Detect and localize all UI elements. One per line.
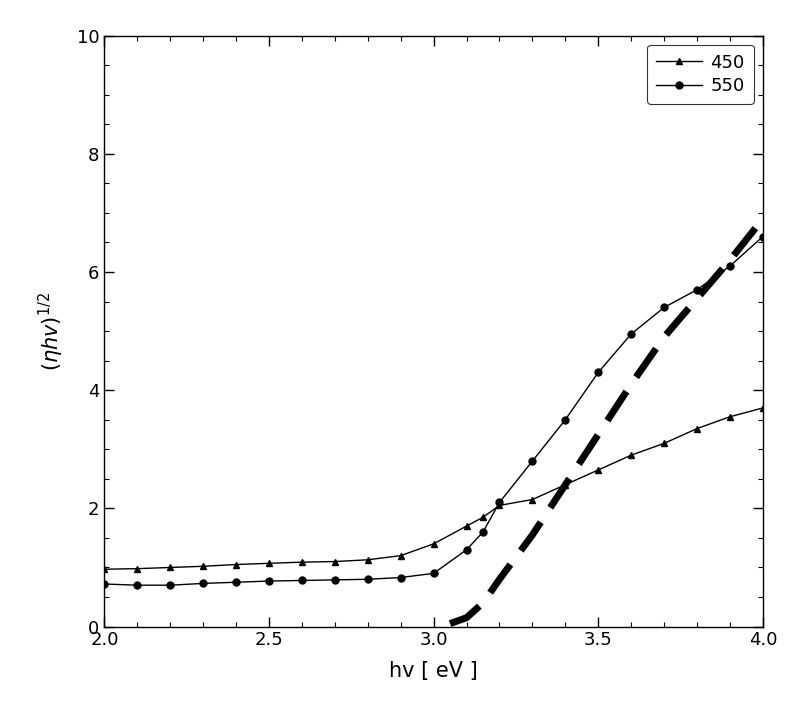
- 550: [560, 416, 569, 424]
- 550: [231, 578, 241, 587]
- 450: [494, 501, 504, 510]
- 550: [494, 498, 504, 507]
- 550: [198, 579, 208, 587]
- 550: [330, 575, 339, 584]
- 550: [461, 545, 471, 554]
- Legend: 450, 550: 450, 550: [646, 45, 753, 104]
- 550: [297, 576, 306, 585]
- 450: [527, 496, 537, 504]
- 450: [593, 466, 602, 474]
- Line: 550: 550: [101, 233, 765, 589]
- 550: [658, 303, 668, 312]
- 450: [395, 551, 405, 560]
- 450: [198, 562, 208, 570]
- 450: [560, 481, 569, 489]
- 450: [428, 540, 438, 548]
- 450: [330, 557, 339, 566]
- X-axis label: hv [ eV ]: hv [ eV ]: [389, 661, 477, 681]
- 550: [724, 262, 734, 271]
- 450: [757, 404, 767, 412]
- 550: [363, 575, 372, 584]
- 550: [527, 457, 537, 466]
- 450: [363, 555, 372, 564]
- 450: [99, 565, 109, 573]
- 550: [395, 573, 405, 582]
- 550: [593, 368, 602, 377]
- 550: [428, 569, 438, 577]
- 450: [132, 565, 142, 573]
- 550: [99, 580, 109, 588]
- 450: [264, 559, 273, 567]
- Y-axis label: $(\eta hv)^{1/2}$: $(\eta hv)^{1/2}$: [37, 292, 66, 370]
- 450: [461, 522, 471, 530]
- 550: [132, 581, 142, 590]
- Line: 450: 450: [101, 404, 765, 572]
- 550: [757, 232, 767, 241]
- 550: [691, 286, 701, 294]
- 550: [165, 581, 175, 590]
- 450: [478, 513, 488, 521]
- 550: [264, 577, 273, 585]
- 450: [658, 439, 668, 448]
- 450: [165, 563, 175, 572]
- 450: [231, 560, 241, 569]
- 450: [724, 412, 734, 421]
- 450: [691, 424, 701, 433]
- 550: [626, 330, 635, 338]
- 550: [478, 528, 488, 536]
- 450: [297, 558, 306, 567]
- 450: [626, 451, 635, 459]
